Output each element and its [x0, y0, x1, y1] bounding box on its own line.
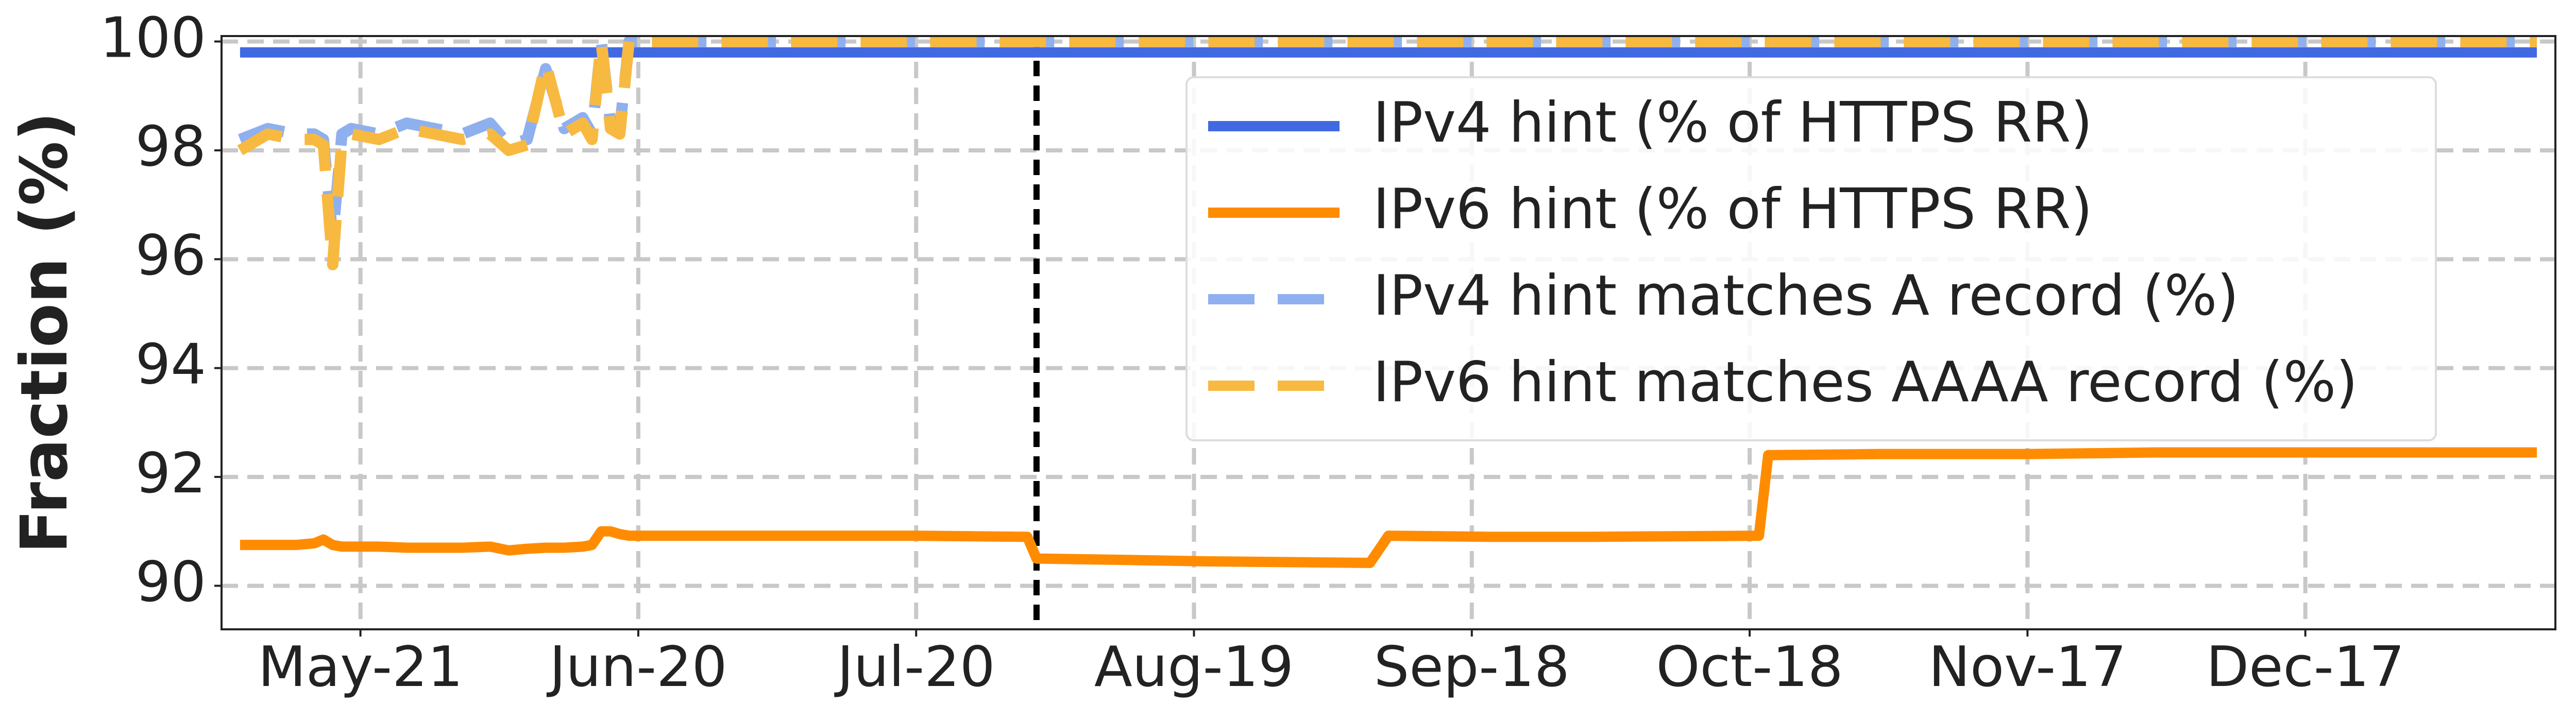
x-tick-label: May-21	[258, 635, 463, 699]
legend-label: IPv6 hint (% of HTTPS RR)	[1373, 177, 2093, 242]
x-tick-label: Sep-18	[1374, 635, 1570, 699]
legend-label: IPv6 hint matches AAAA record (%)	[1373, 350, 2358, 415]
y-axis-label: Fraction (%)	[7, 112, 82, 554]
x-tick-label: Nov-17	[1928, 635, 2126, 699]
legend-label: IPv4 hint matches A record (%)	[1373, 264, 2239, 328]
x-tick-label: Oct-18	[1656, 635, 1843, 699]
plot-frame	[221, 35, 2556, 630]
y-tick-label: 100	[100, 6, 206, 70]
y-tick-label: 92	[135, 441, 206, 506]
x-tick-label: Jun-20	[546, 635, 727, 699]
x-tick-label: Dec-17	[2206, 635, 2404, 699]
x-tick-label: Jul-20	[834, 635, 995, 699]
y-tick-label: 90	[135, 550, 206, 614]
y-tick-label: 96	[135, 224, 206, 288]
series-line	[240, 447, 2537, 569]
legend-box	[1185, 76, 2437, 441]
y-tick-label: 94	[135, 332, 206, 397]
legend-label: IPv4 hint (% of HTTPS RR)	[1373, 91, 2093, 155]
x-tick-label: Aug-19	[1094, 635, 1294, 699]
series-line	[237, 36, 2537, 270]
y-tick-label: 98	[135, 115, 206, 179]
